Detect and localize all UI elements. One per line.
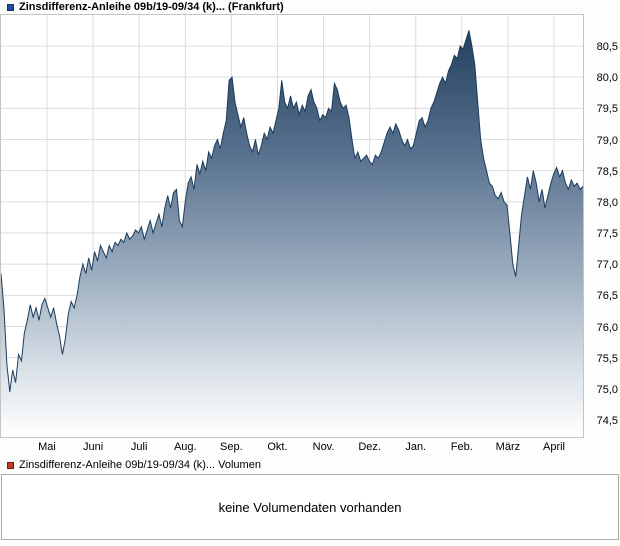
price-chart-svg (1, 15, 583, 437)
x-axis-tick-label: April (542, 441, 566, 453)
price-chart: 80,5 80,0 79,5 79,0 78,5 78,0 77,5 77,0 76,5 76,0… (0, 14, 620, 456)
x-axis-tick-label: Mai (38, 441, 56, 453)
volume-legend: Zinsdifferenz-Anleihe 09b/19-09/34 (k)..… (0, 458, 620, 472)
y-axis-tick-label: 79,5 (596, 103, 618, 116)
x-axis-tick-label: Sep. (220, 441, 243, 453)
volume-empty-message: keine Volumendaten vorhanden (218, 499, 402, 515)
y-axis-tick-label: 75,5 (596, 352, 618, 365)
y-axis-tick-label: 74,5 (596, 415, 618, 427)
volume-section: Zinsdifferenz-Anleihe 09b/19-09/34 (k)..… (0, 458, 620, 540)
x-axis-tick-label: Feb. (450, 441, 473, 453)
price-chart-plot-area (0, 14, 584, 438)
y-axis-tick-label: 78,0 (596, 196, 618, 209)
y-axis-tick-label: 76,0 (596, 321, 618, 334)
y-axis-tick-label: 79,0 (596, 134, 618, 147)
y-axis-tick-label: 77,5 (596, 228, 618, 240)
y-axis-tick-label: 80,0 (596, 72, 618, 85)
x-axis-tick-label: Dez. (358, 441, 381, 453)
price-legend: Zinsdifferenz-Anleihe 09b/19-09/34 (k)..… (0, 0, 620, 14)
price-line (1, 30, 583, 393)
price-area-fill (1, 30, 583, 437)
x-axis-tick-label: Jan. (405, 441, 427, 453)
x-axis-tick-label: Aug. (173, 441, 197, 453)
x-axis-tick-label: Nov. (312, 441, 335, 453)
x-axis-tick-label: März (495, 441, 521, 453)
y-axis-tick-label: 76,5 (596, 290, 618, 303)
price-legend-swatch-icon (7, 3, 14, 11)
y-axis-tick-label: 80,5 (596, 41, 618, 53)
x-axis-tick-label: Juni (82, 441, 104, 453)
x-axis-tick-label: Okt. (267, 441, 288, 453)
price-legend-label: Zinsdifferenz-Anleihe 09b/19-09/34 (k)..… (19, 1, 284, 13)
y-axis-tick-label: 78,5 (596, 165, 618, 178)
y-axis-tick-label: 77,0 (596, 259, 618, 272)
volume-panel: keine Volumendaten vorhanden (1, 474, 619, 540)
volume-legend-label: Zinsdifferenz-Anleihe 09b/19-09/34 (k)..… (19, 459, 261, 471)
x-axis-tick-label: Juli (130, 441, 148, 453)
volume-legend-swatch-icon (7, 461, 14, 469)
y-axis-tick-label: 75,0 (596, 383, 618, 396)
